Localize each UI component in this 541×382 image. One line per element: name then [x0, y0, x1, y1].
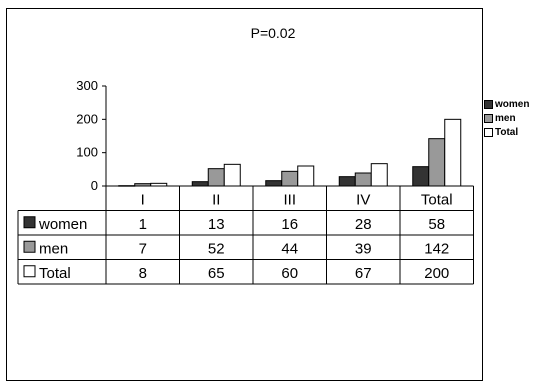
table-row-label: men	[39, 240, 68, 257]
legend-item-men: men	[484, 111, 529, 125]
table-cell: 39	[355, 240, 372, 257]
table-header-cell: I	[141, 191, 145, 208]
table-header-cell: Total	[421, 191, 453, 208]
table-header-cell: II	[212, 191, 220, 208]
y-tick-label: 0	[91, 178, 98, 193]
table-row-label: Total	[39, 265, 71, 282]
legend-item-total: Total	[484, 125, 529, 139]
y-tick-label: 100	[76, 145, 98, 160]
legend-swatch	[484, 99, 493, 109]
table-cell: 8	[139, 265, 147, 282]
y-axis: 0 100 200 300	[76, 78, 107, 193]
table-cell: 65	[208, 265, 225, 282]
bar-total-iv	[370, 163, 388, 187]
table-cell: 67	[355, 265, 372, 282]
bar-total-iii	[297, 165, 315, 187]
table-cell: 60	[281, 265, 298, 282]
bar-total-total	[444, 118, 462, 187]
bar-women-ii	[191, 181, 209, 187]
bar-total-ii	[223, 163, 241, 187]
table-swatch-women	[23, 216, 36, 229]
bar-women-total	[412, 166, 430, 187]
legend-label: Total	[495, 126, 519, 138]
table-cell: 142	[424, 240, 449, 257]
bar-men-total	[428, 138, 446, 187]
table-cell: 13	[208, 216, 225, 233]
legend-item-women: women	[484, 97, 529, 111]
table-header-cell: III	[283, 191, 296, 208]
bar-men-iii	[281, 170, 299, 187]
table-cell: 16	[281, 216, 298, 233]
table-cell: 52	[208, 240, 225, 257]
chart-title: P=0.02	[251, 25, 296, 41]
table-cell: 44	[281, 240, 298, 257]
y-tick-label: 300	[76, 78, 98, 93]
table-cell: 28	[355, 216, 372, 233]
table-cell: 7	[139, 240, 147, 257]
table-cell: 58	[428, 216, 445, 233]
table-cell: 200	[424, 265, 449, 282]
bars	[118, 118, 462, 187]
y-tick-label: 200	[76, 111, 98, 126]
table-swatch-men	[23, 240, 36, 253]
table-swatch-total	[23, 265, 36, 278]
table-row-label: women	[38, 216, 87, 233]
bar-men-ii	[207, 168, 225, 187]
table-header-cell: IV	[356, 191, 370, 208]
legend-swatch	[484, 113, 493, 123]
bar-women-iii	[265, 180, 283, 187]
bar-men-iv	[354, 172, 372, 187]
legend-label: women	[495, 98, 530, 110]
legend: women men Total	[484, 97, 529, 139]
legend-label: men	[495, 112, 516, 124]
bar-women-iv	[338, 176, 356, 187]
table-cell: 1	[139, 216, 147, 233]
chart-frame	[6, 8, 483, 381]
legend-swatch	[484, 127, 493, 137]
